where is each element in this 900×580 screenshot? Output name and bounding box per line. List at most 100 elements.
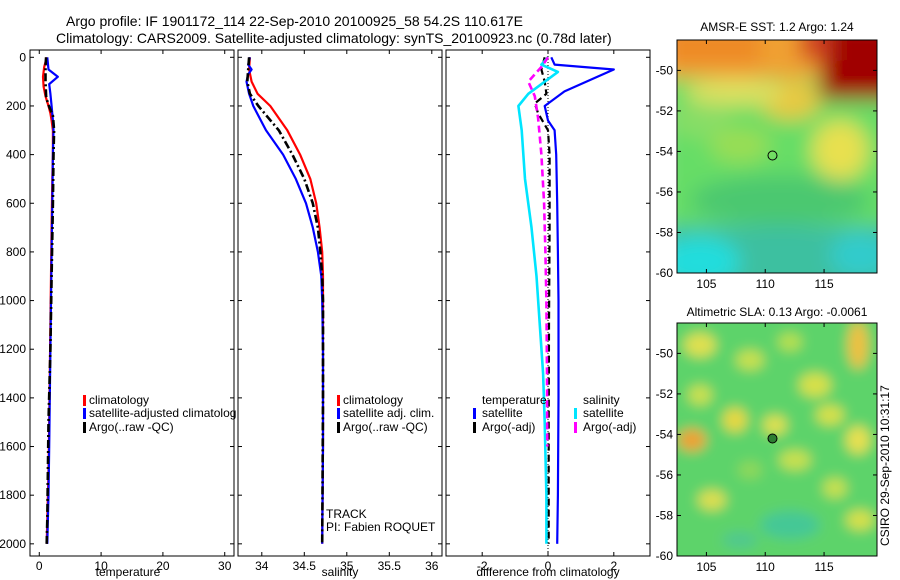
sla-map-frame (676, 322, 878, 557)
y-tick-label: 200 (6, 99, 26, 113)
sst-heatmap (677, 40, 877, 273)
series-line-argo-raw-qc- (246, 57, 325, 544)
series-line-temperature-satellite (543, 56, 615, 544)
series-line-salinity-argo-adj- (526, 56, 550, 447)
legend-title-salinity: salinity (583, 393, 620, 407)
x-tick-label: 2 (610, 559, 617, 573)
legend-title-temperature: temperature (482, 393, 547, 407)
y-tick-label: 600 (6, 196, 26, 210)
pi-annotation: PI: Fabien ROQUET (326, 520, 436, 534)
y-tick-label: 2000 (0, 537, 26, 551)
sst-map-ticks: 105 110 115 -50 -52 -54 -56 -58 -60 (656, 40, 877, 291)
figure-title-line1: Argo profile: IF 1901172_114 22-Sep-2010… (66, 13, 523, 29)
legend-label-temp-satellite: satellite (482, 406, 523, 420)
series-line-argo-raw-qc- (44, 57, 56, 544)
legend-label-sal-satellite: satellite (583, 406, 624, 420)
map-y-tick-label: -56 (656, 185, 674, 199)
legend-label-satellite: satellite adj. clim. (343, 406, 434, 420)
legend-label-temp-argo: Argo(-adj) (482, 420, 535, 434)
legend-swatch-sal-satellite (574, 408, 577, 419)
x-tick-label: 0 (545, 559, 552, 573)
salinity-lines (245, 57, 325, 544)
temperature-legend: climatology satellite-adjusted climatolo… (83, 393, 236, 434)
figure-title-line2: Climatology: CARS2009. Satellite-adjuste… (56, 30, 612, 46)
legend-swatch-satellite (83, 408, 86, 419)
series-line-temperature-argo-adj- (533, 57, 551, 544)
legend-swatch-argo (337, 422, 340, 433)
y-tick-label: 1000 (0, 294, 26, 308)
x-tick-label: 30 (218, 559, 232, 573)
y-tick-label: 400 (6, 148, 26, 162)
x-tick-label: 35.5 (378, 559, 402, 573)
map-y-tick-label: -50 (656, 346, 674, 360)
temperature-axes-frame (29, 49, 235, 557)
map-y-tick-label: -60 (656, 266, 674, 280)
legend-label-satellite: satellite-adjusted climatolog (89, 406, 236, 420)
salinity-axes-frame (237, 49, 443, 557)
sst-map-frame (676, 39, 878, 274)
difference-ticks: -2 0 2 (446, 50, 650, 573)
x-tick-label: 34 (255, 559, 269, 573)
x-tick-label: -2 (477, 559, 488, 573)
map-y-tick-label: -52 (656, 104, 674, 118)
sst-float-marker (767, 150, 778, 161)
map-y-tick-label: -54 (656, 427, 674, 441)
legend-label-climatology: climatology (89, 393, 149, 407)
sst-map-title: AMSR-E SST: 1.2 Argo: 1.24 (700, 20, 854, 34)
legend-swatch-temp-argo (473, 422, 476, 433)
temperature-xlabel: temperature (96, 565, 161, 579)
x-tick-label: 35 (340, 559, 354, 573)
sla-map-title: Altimetric SLA: 0.13 Argo: -0.0061 (687, 305, 868, 319)
x-tick-label: 10 (94, 559, 108, 573)
map-y-tick-label: -56 (656, 468, 674, 482)
sla-map-ticks: 105 110 115 -50 -52 -54 -56 -58 -60 (656, 323, 877, 574)
temperature-ticks: 0 10 20 30 0 200 400 600 800 1000 1200 1400 1600 1800… (0, 50, 234, 573)
map-x-tick-label: 110 (756, 560, 775, 574)
temperature-lines (41, 57, 59, 544)
map-x-tick-label: 115 (814, 560, 833, 574)
legend-swatch-sal-argo (574, 422, 577, 433)
legend-swatch-climatology (337, 395, 340, 406)
map-y-tick-label: -60 (656, 549, 674, 563)
legend-swatch-argo (83, 422, 86, 433)
series-line-salinity-satellite (517, 56, 560, 544)
difference-legend: temperature satellite Argo(-adj) salinit… (473, 393, 636, 434)
legend-label-argo: Argo(..raw -QC) (343, 420, 428, 434)
difference-xlabel: difference from climatology (476, 565, 619, 579)
legend-swatch-climatology (83, 395, 86, 406)
y-tick-label: 1200 (0, 342, 26, 356)
legend-label-argo: Argo(..raw -QC) (89, 420, 174, 434)
salinity-xlabel: salinity (322, 565, 359, 579)
difference-panel: -2 0 2 difference from climatology tempera… (445, 49, 651, 579)
legend-swatch-satellite (337, 408, 340, 419)
temperature-panel: 0 10 20 30 0 200 400 600 800 1000 1200 1400 1600 1800… (0, 49, 236, 579)
sst-map-panel: AMSR-E SST: 1.2 Argo: 1.24 105 110 1 (656, 20, 878, 291)
map-x-tick-label: 105 (696, 560, 716, 574)
map-x-tick-label: 115 (814, 277, 833, 291)
y-tick-label: 800 (6, 245, 26, 259)
x-tick-label: 36 (425, 559, 439, 573)
map-x-tick-label: 105 (696, 277, 716, 291)
series-line-satellite-adjusted-climatology (46, 57, 59, 544)
y-tick-label: 1600 (0, 440, 26, 454)
legend-label-climatology: climatology (343, 393, 403, 407)
salinity-legend: climatology satellite adj. clim. Argo(..… (337, 393, 434, 434)
csiro-timestamp-label: CSIRO 29-Sep-2010 10:31:17 (878, 385, 892, 546)
map-x-tick-label: 110 (756, 277, 775, 291)
y-tick-label: 1800 (0, 488, 26, 502)
salinity-panel: 34 34.5 35 35.5 36 salinity climatology sate… (237, 49, 443, 579)
difference-lines (517, 56, 615, 544)
y-tick-label: 0 (19, 50, 26, 64)
legend-label-sal-argo: Argo(-adj) (583, 420, 636, 434)
map-y-tick-label: -58 (656, 225, 674, 239)
y-tick-label: 1400 (0, 391, 26, 405)
track-annotation: TRACK (326, 507, 367, 521)
sla-heatmap (677, 323, 877, 556)
x-tick-label: 0 (36, 559, 43, 573)
map-y-tick-label: -50 (656, 63, 674, 77)
x-tick-label: 20 (156, 559, 170, 573)
map-y-tick-label: -58 (656, 508, 674, 522)
salinity-ticks: 34 34.5 35 35.5 36 (238, 50, 442, 573)
map-y-tick-label: -54 (656, 144, 674, 158)
